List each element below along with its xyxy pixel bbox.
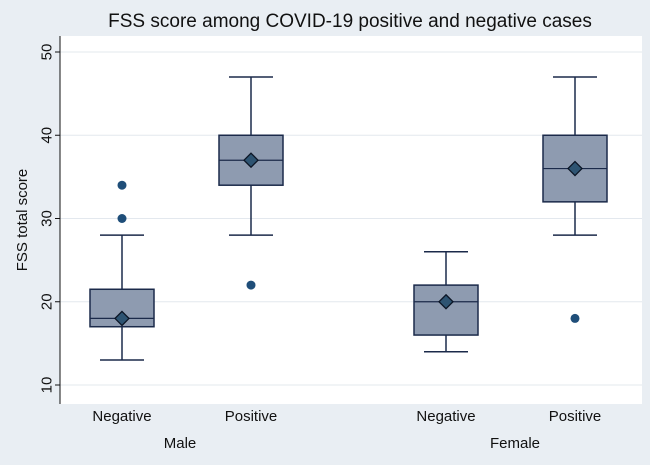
x-category-label: Positive: [549, 408, 602, 425]
box-female-negative: [413, 251, 479, 353]
outlier-point: [246, 280, 256, 290]
mean-marker: [438, 293, 454, 310]
marks-layer: [89, 76, 608, 361]
outlier-point: [570, 313, 580, 323]
x-category-label: Positive: [225, 408, 278, 425]
y-axis-title: FSS total score: [14, 169, 31, 272]
box-male-negative: [89, 180, 155, 361]
box-male-positive: [218, 76, 284, 290]
box-female-positive: [542, 76, 608, 323]
x-category-label: Negative: [92, 408, 151, 425]
x-group-label: Male: [164, 435, 197, 452]
y-tick-label: 30: [38, 210, 55, 227]
x-category-label: Negative: [416, 408, 475, 425]
y-tick-label: 40: [38, 127, 55, 144]
y-tick-label: 20: [38, 293, 55, 310]
outlier-point: [117, 180, 127, 190]
iqr-box: [413, 284, 479, 336]
y-axis: 10 20 30 40 50: [38, 36, 61, 404]
x-axis-labels: Negative Positive Male Negative Positive Fema…: [92, 408, 601, 452]
x-group-label: Female: [490, 435, 540, 452]
chart-title: FSS score among COVID-19 positive and ne…: [108, 11, 592, 32]
y-tick-label: 50: [38, 44, 55, 61]
plot-area: [60, 36, 642, 404]
y-tick-label: 10: [38, 377, 55, 394]
mean-marker: [243, 152, 259, 169]
outlier-point: [117, 214, 127, 223]
mean-marker: [567, 160, 583, 177]
mean-marker: [114, 310, 130, 327]
